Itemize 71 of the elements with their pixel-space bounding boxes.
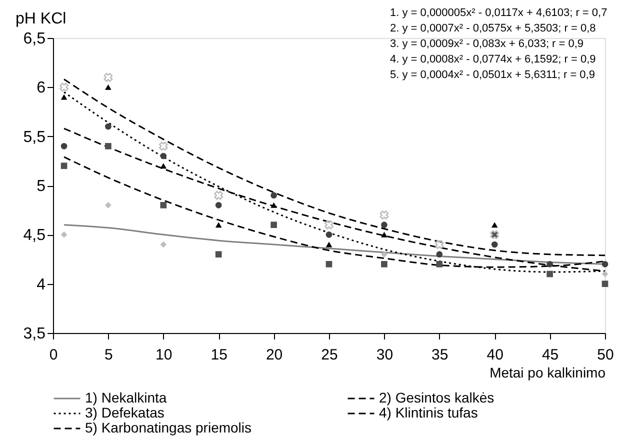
point [381, 222, 388, 228]
point [215, 202, 222, 208]
annotation: 3. y = 0,0009x² - 0,083x + 6,033; r = 0,9 [390, 38, 584, 50]
x-tick-label: 10 [156, 346, 172, 364]
text: 1. y = 0,000005x² - 0,0117x + 4,6103; r = 0,7 [390, 7, 608, 19]
y-tick-label: 6,5 [23, 30, 46, 48]
point [381, 232, 388, 238]
x-tick-label: 45 [542, 346, 559, 364]
y-tick-label: 5 [36, 178, 46, 195]
x-tick-label: 40 [486, 346, 504, 364]
point [491, 241, 498, 248]
point [380, 210, 389, 220]
text: 2. y = 0,0007x² - 0,0575x + 5,3503; r = 0,8 [390, 22, 596, 34]
point [270, 192, 277, 198]
point [324, 220, 334, 230]
x-tick-label: 35 [432, 346, 448, 364]
point [105, 84, 112, 90]
point [105, 123, 112, 130]
y-tick-label: 6 [36, 80, 46, 97]
point [436, 251, 443, 258]
y-axis-title: pH KCl [16, 10, 66, 28]
x-tick-label: 5 [104, 346, 113, 364]
x-tick-label: 30 [376, 346, 394, 364]
x-tick-label: 50 [597, 346, 614, 364]
x-tick-label: 15 [210, 346, 228, 364]
annotation: 4. y = 0,0008x² - 0,0774x + 6,1592; r = 0,9 [390, 54, 596, 66]
y-tick-label: 4 [36, 276, 46, 294]
point [491, 222, 498, 228]
legend-label: 4) Klintinis tufas [379, 404, 478, 420]
point [60, 94, 68, 100]
y-tick-label: 4,5 [23, 227, 46, 244]
point [546, 270, 553, 278]
point [602, 270, 608, 278]
point [326, 232, 332, 238]
point [381, 251, 388, 258]
point [326, 261, 332, 268]
point [105, 143, 112, 150]
x-axis-title: Metai po kalkinimo [490, 364, 606, 380]
point [158, 142, 168, 151]
point [434, 240, 444, 249]
point [215, 222, 222, 228]
legend-label: 1) Nekalkinta [85, 390, 167, 406]
point [270, 202, 277, 208]
annotation: 5. y = 0,0004x² - 0,0501x + 5,6311; r = 0,9 [390, 69, 595, 81]
y-tick-label: 3,5 [23, 326, 46, 342]
legend-label: 3) Defekatas [85, 404, 164, 420]
point [60, 232, 68, 238]
point [546, 261, 553, 268]
point [104, 72, 113, 82]
point [381, 261, 388, 268]
point [602, 280, 608, 287]
point [160, 163, 167, 169]
point [436, 261, 443, 268]
y-tick-label: 5,5 [23, 128, 46, 146]
point [602, 261, 608, 268]
point [105, 202, 112, 208]
x-tick-label: 0 [49, 346, 58, 364]
point [60, 162, 68, 169]
point [214, 190, 224, 200]
point [270, 222, 277, 228]
point [326, 242, 332, 248]
point [215, 251, 222, 258]
legend-label: 2) Gesintos kalkės [379, 390, 494, 406]
x-tick-label: 25 [321, 346, 338, 364]
x-tick-label: 20 [266, 346, 283, 364]
legend-label: 5) Karbonatingas priemolis [85, 420, 252, 436]
point [160, 152, 167, 160]
point [160, 241, 167, 248]
point [60, 143, 68, 150]
point [60, 82, 69, 92]
point [160, 202, 167, 208]
